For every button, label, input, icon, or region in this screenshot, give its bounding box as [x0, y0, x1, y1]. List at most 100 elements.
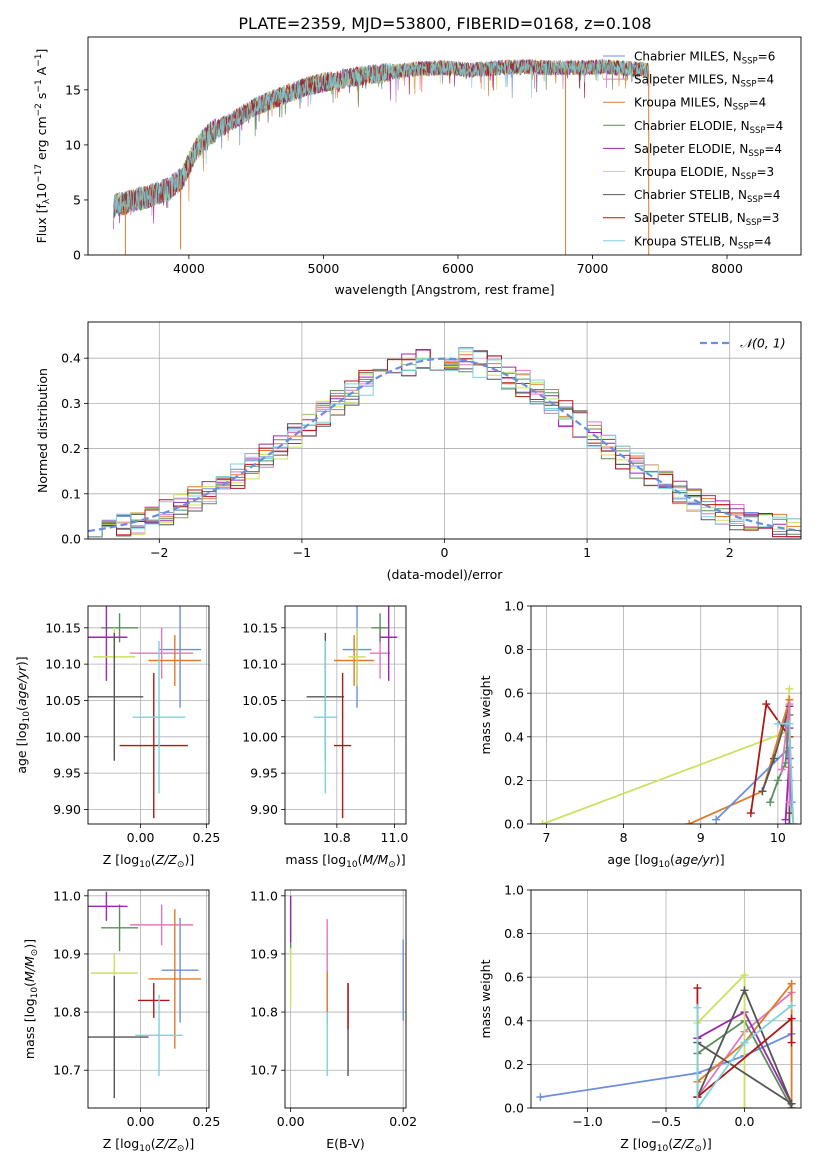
y-tick-label: 0.2 [504, 773, 524, 788]
errorbar-chabrier-stelib [88, 632, 144, 761]
weight-marker [773, 719, 782, 728]
weight-marker [787, 979, 796, 988]
weight-series-kroupa-stelib [693, 1001, 796, 1108]
errorbar-chabrier-stelib [88, 976, 149, 1099]
y-tick-label: 9.90 [250, 802, 278, 817]
y-tick-label: 0.6 [504, 686, 524, 701]
y-tick-label: 10.9 [250, 946, 278, 961]
x-tick-label: −2 [150, 545, 168, 560]
weight-marker [693, 1003, 702, 1012]
legend-label: Chabrier ELODIE, NSSP=4 [634, 119, 783, 136]
legend-label: Chabrier MILES, NSSP=6 [634, 50, 775, 67]
mass-vs-EBV-frame [284, 889, 407, 1109]
errorbar-kroupa-stelib [135, 994, 183, 1077]
legend-label: Salpeter ELODIE, NSSP=4 [634, 142, 782, 159]
weight-marker [740, 986, 749, 995]
x-tick-label: 6000 [442, 261, 474, 276]
y-tick-label: 0.2 [504, 1057, 524, 1072]
y-tick-label: 15 [65, 82, 81, 97]
weight-marker [787, 1038, 796, 1047]
y-tick-label: 10.10 [242, 657, 278, 672]
y-tick-label: 10.15 [242, 620, 278, 635]
age-vs-Z-axes: 0.00 0.25 9.90 9.95 10.00 10.05 10.10 10.15 Z [l… [14, 605, 220, 870]
weight-marker [740, 1038, 749, 1047]
weight-line [696, 1004, 793, 1108]
x-tick-label: 10.8 [323, 830, 351, 845]
spectrum-chabrier-elodie [113, 59, 649, 218]
mass-vs-Z-axes: 0.00 0.25 10.7 10.8 10.9 11.0 Z [log10(Z/Z⊙)] m… [22, 888, 220, 1154]
y-tick-label: 1.0 [504, 883, 524, 898]
y-tick-label: 10.05 [45, 693, 81, 708]
weight-series-chabrier-miles [712, 719, 798, 824]
errorbar-kroupa-stelib [313, 640, 337, 794]
y-tick-label: 0.6 [504, 970, 524, 985]
residuals-frame [87, 321, 802, 540]
age-vs-Z-plot-area [88, 606, 202, 819]
x-tick-label: 0.00 [127, 830, 155, 845]
y-tick-label: 0.4 [504, 729, 524, 744]
errorbar-chabrier-elodie [101, 904, 138, 952]
errorbar-salpeter-miles [130, 627, 194, 679]
y-tick-label: 0.0 [61, 532, 81, 547]
weight-marker [770, 754, 778, 763]
weight-marker [785, 700, 794, 709]
errorbar-salpeter-stelib [137, 983, 170, 1018]
x-axis-label: wavelength [Angstrom, rest frame] [334, 282, 554, 297]
x-tick-label: 5000 [308, 261, 340, 276]
errorbar-salpeter-stelib [333, 672, 352, 819]
weight-marker [785, 820, 794, 824]
mass-vs-EBV-plot-area [289, 895, 404, 1077]
y-tick-label: 11.0 [250, 888, 278, 903]
errorbar-kroupa-miles [148, 909, 202, 1049]
y-tick-label: 9.95 [53, 766, 81, 781]
y-tick-label: 10.00 [45, 729, 81, 744]
x-tick-label: 9 [697, 830, 705, 845]
figure-title: PLATE=2359, MJD=53800, FIBERID=0168, z=0… [238, 14, 651, 33]
x-tick-label: 8000 [711, 261, 743, 276]
mass-vs-EBV-axes: 0.00 0.02 10.7 10.8 10.9 11.0 E(B-V) [250, 888, 417, 1151]
errorbar-salpeter-elodie [88, 606, 128, 681]
x-tick-label: 2 [726, 545, 734, 560]
legend-label: Salpeter MILES, NSSP=4 [634, 73, 774, 90]
weight-marker [787, 1099, 796, 1108]
weight-marker [785, 719, 794, 728]
errorbar-chabrier-miles [161, 917, 199, 1023]
errorbar-chabrier-elodie [371, 613, 389, 643]
y-tick-label: 0 [73, 248, 81, 263]
y-axis-label: mass weight [478, 675, 493, 754]
x-tick-label: 4000 [173, 261, 205, 276]
x-tick-label: 10 [770, 830, 786, 845]
mass-vs-Z-plot-area [88, 891, 202, 1099]
x-tick-label: −1.0 [572, 1114, 602, 1129]
weight-marker [536, 1093, 545, 1102]
errorbar-kroupa-miles [148, 635, 202, 686]
weight-marker [693, 1104, 702, 1108]
x-tick-label: 0.25 [192, 830, 220, 845]
mass-vs-Z-frame [87, 889, 210, 1109]
age-vs-Z-frame [87, 605, 210, 825]
mass-weight-vs-Z-axes: −1.0 −0.5 0.0 0.0 0.2 0.4 0.6 0.8 1.0 Z [log10(Z/… [478, 883, 802, 1154]
errorbar-kroupa-stelib [132, 640, 186, 794]
x-tick-label: 0 [441, 545, 449, 560]
y-axis-label: mass weight [478, 959, 493, 1038]
errorbar-salpeter-elodie [380, 606, 398, 681]
y-tick-label: 10.15 [45, 620, 81, 635]
errorbar-salpeter-elodie [88, 891, 128, 921]
x-axis-label: mass [log10(M/M⊙)] [285, 852, 405, 870]
errorbar-salpeter-miles [130, 904, 194, 946]
weight-marker [693, 984, 702, 993]
x-tick-label: 0.00 [277, 1114, 305, 1129]
y-axis-label: Flux [fλ10−17 erg cm−2 s−1 A−1] [34, 49, 52, 244]
x-axis-label: E(B-V) [326, 1136, 365, 1151]
weight-marker [781, 815, 790, 824]
x-tick-label: −1 [293, 545, 311, 560]
errorbar-kroupa-miles [333, 635, 375, 686]
y-tick-label: 0.0 [504, 1101, 524, 1116]
weight-series-kroupa-stelib [773, 719, 798, 824]
weight-series-kroupa-elodie [538, 684, 794, 824]
y-tick-label: 10.7 [250, 1063, 278, 1078]
mass-weight-vs-Z-frame [530, 889, 802, 1109]
weight-marker [740, 1104, 749, 1108]
y-axis-label: age [log10(age/yr)] [14, 656, 32, 773]
y-axis-label: Normed distribution [35, 368, 50, 493]
